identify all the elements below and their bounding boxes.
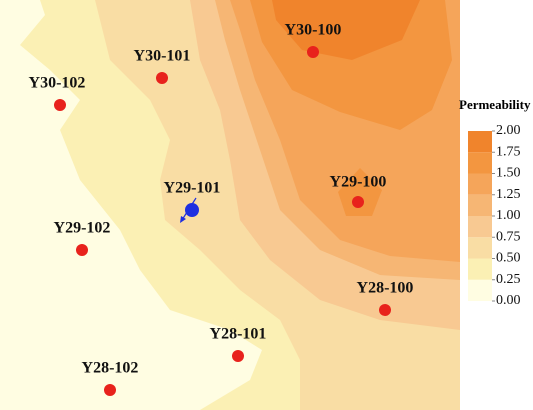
- colorbar-tick-label: 0.75: [496, 229, 521, 244]
- well-marker: [185, 203, 199, 217]
- well-label: Y29-101: [164, 180, 221, 197]
- well-label: Y30-102: [29, 75, 86, 92]
- colorbar-tick-label: 0.00: [496, 293, 521, 308]
- colorbar-tick-label: 1.75: [496, 144, 521, 159]
- well-marker: [379, 304, 391, 316]
- colorbar-tick-label: 0.50: [496, 251, 521, 266]
- colorbar-tick-label: 1.50: [496, 166, 521, 181]
- colorbar-band: [468, 152, 492, 174]
- contour-band: [272, 0, 420, 60]
- well-label: Y28-102: [82, 360, 139, 377]
- well-label: Y30-100: [285, 22, 342, 39]
- well-label: Y28-100: [357, 280, 414, 297]
- colorbar-tick-label: 0.25: [496, 272, 521, 287]
- well-label: Y30-101: [134, 48, 191, 65]
- colorbar-tick-label: 2.00: [496, 123, 521, 138]
- colorbar-band: [468, 258, 492, 280]
- colorbar-band: [468, 216, 492, 238]
- wells: Y30-100 Y30-101 Y30-102 Y29-101 Y29-100 …: [29, 22, 414, 396]
- well-label: Y29-102: [54, 220, 111, 237]
- colorbar-band: [468, 237, 492, 259]
- well-marker: [307, 46, 319, 58]
- colorbar: 0.00 0.25 0.50 0.75 1.00 1.25 1.50 1.75 2.00: [468, 123, 521, 308]
- well-label: Y28-101: [210, 326, 267, 343]
- well-arrow: [181, 197, 197, 221]
- well-marker: [232, 350, 244, 362]
- colorbar-band: [468, 279, 492, 301]
- colorbar-title: Permeability: [459, 97, 531, 112]
- well-marker: [156, 72, 168, 84]
- well-marker: [76, 244, 88, 256]
- colorbar-tick-label: 1.25: [496, 187, 521, 202]
- well-marker: [54, 99, 66, 111]
- well-label: Y29-100: [330, 174, 387, 191]
- colorbar-band: [468, 131, 492, 153]
- colorbar-band: [468, 194, 492, 216]
- well-marker: [352, 196, 364, 208]
- well-marker: [104, 384, 116, 396]
- contour-band: [338, 168, 382, 216]
- contour-map: [0, 0, 460, 410]
- colorbar-band: [468, 173, 492, 195]
- colorbar-tick-label: 1.00: [496, 208, 521, 223]
- well-arrow-head: [180, 216, 186, 223]
